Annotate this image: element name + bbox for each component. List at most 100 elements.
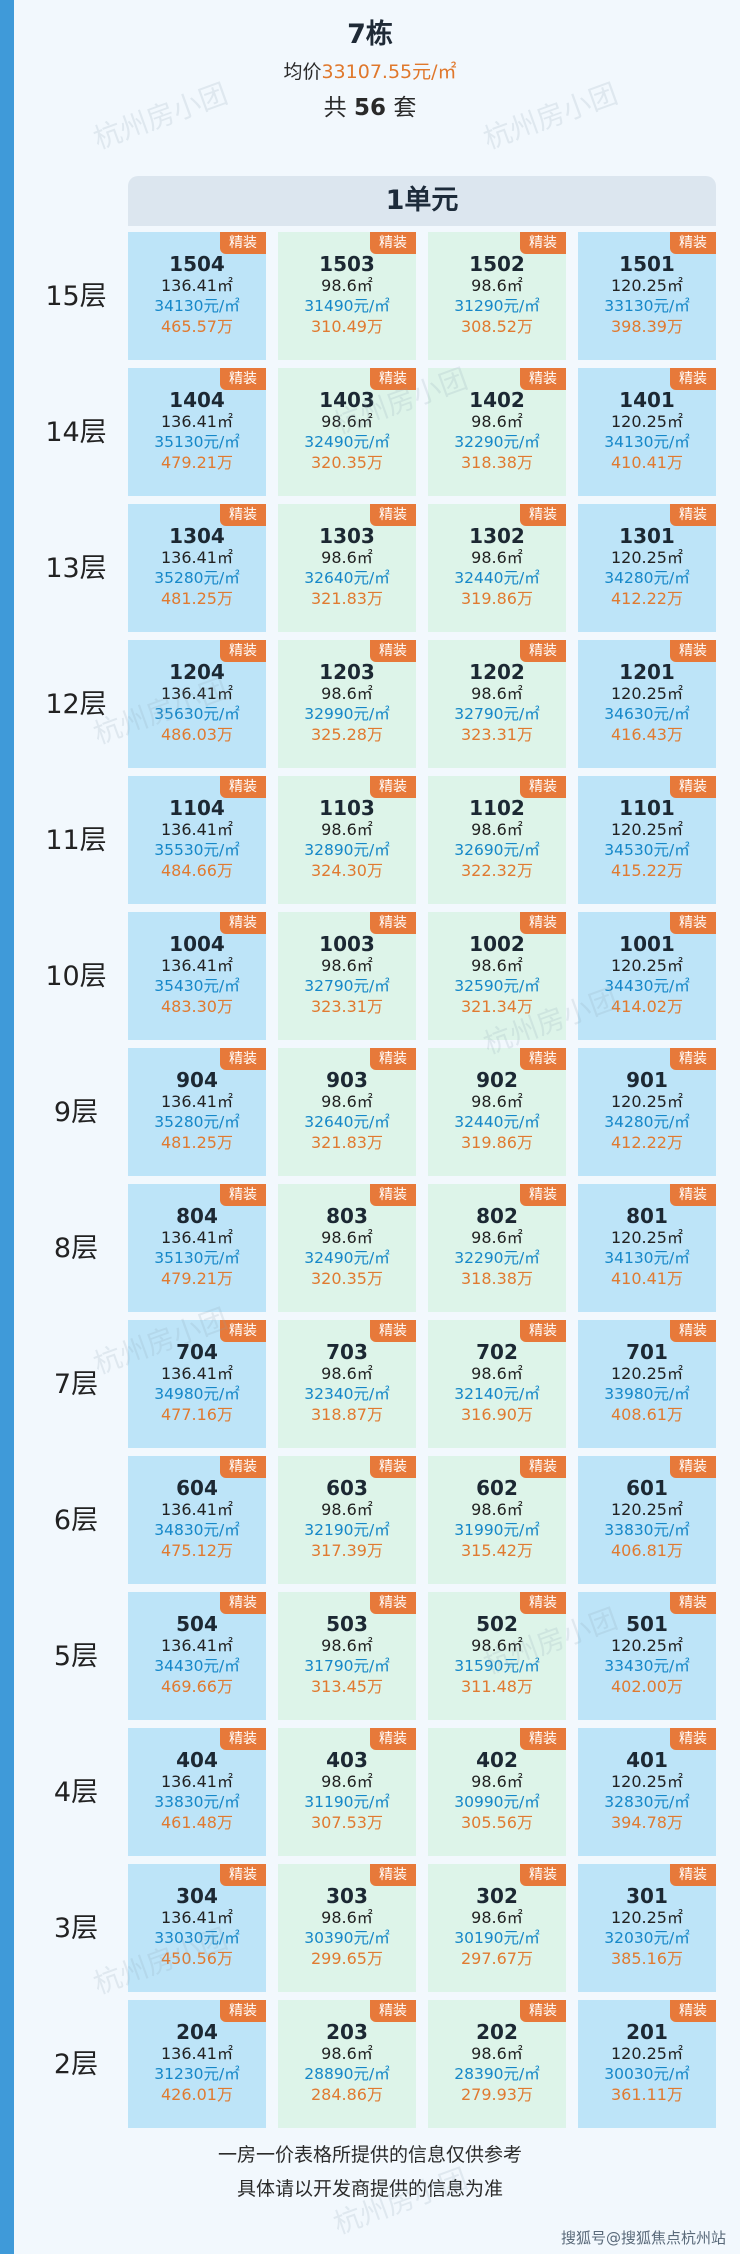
room-number: 304 — [176, 1884, 218, 1908]
unit-cell: 703 98.6㎡ 32340元/㎡ 318.87万 精装 — [278, 1320, 416, 1448]
total-price: 385.16万 — [611, 1949, 683, 1968]
unit-cell: 1501 120.25㎡ 33130元/㎡ 398.39万 精装 — [578, 232, 716, 360]
area: 98.6㎡ — [321, 412, 373, 431]
unit-cell: 1001 120.25㎡ 34430元/㎡ 414.02万 精装 — [578, 912, 716, 1040]
unit-price: 32440元/㎡ — [454, 1113, 540, 1131]
floor-row: 15层 1504 136.41㎡ 34130元/㎡ 465.57万 精装 1503 98.6㎡… — [0, 229, 740, 365]
finish-badge: 精装 — [520, 504, 566, 526]
area: 136.41㎡ — [161, 276, 233, 295]
finish-badge: 精装 — [670, 1184, 716, 1206]
total-price: 321.83万 — [311, 589, 383, 608]
unit-price: 32490元/㎡ — [304, 1249, 390, 1267]
total-price: 317.39万 — [311, 1541, 383, 1560]
area: 136.41㎡ — [161, 2044, 233, 2063]
room-number: 601 — [626, 1476, 668, 1500]
total-price: 479.21万 — [161, 453, 233, 472]
room-number: 201 — [626, 2020, 668, 2044]
unit-price: 32790元/㎡ — [454, 705, 540, 723]
finish-badge: 精装 — [370, 1728, 416, 1750]
area: 98.6㎡ — [471, 820, 523, 839]
unit-price: 31490元/㎡ — [304, 297, 390, 315]
total-price: 323.31万 — [311, 997, 383, 1016]
area: 136.41㎡ — [161, 956, 233, 975]
room-number: 303 — [326, 1884, 368, 1908]
finish-badge: 精装 — [520, 640, 566, 662]
unit-cell: 504 136.41㎡ 34430元/㎡ 469.66万 精装 — [128, 1592, 266, 1720]
unit-cell: 1101 120.25㎡ 34530元/㎡ 415.22万 精装 — [578, 776, 716, 904]
unit-price: 35430元/㎡ — [154, 977, 240, 995]
total-price: 361.11万 — [611, 2085, 683, 2104]
finish-badge: 精装 — [670, 776, 716, 798]
area: 98.6㎡ — [321, 1772, 373, 1791]
area: 98.6㎡ — [471, 1500, 523, 1519]
unit-cell: 603 98.6㎡ 32190元/㎡ 317.39万 精装 — [278, 1456, 416, 1584]
area: 98.6㎡ — [471, 1228, 523, 1247]
area: 120.25㎡ — [611, 1092, 683, 1111]
total-price: 479.21万 — [161, 1269, 233, 1288]
room-number: 1201 — [619, 660, 675, 684]
unit-cell: 204 136.41㎡ 31230元/㎡ 426.01万 精装 — [128, 2000, 266, 2128]
total-price: 465.57万 — [161, 317, 233, 336]
unit-header: 1单元 — [128, 176, 716, 226]
finish-badge: 精装 — [220, 1592, 266, 1614]
room-number: 901 — [626, 1068, 668, 1092]
floor-row: 6层 604 136.41㎡ 34830元/㎡ 475.12万 精装 603 98.6㎡ 321… — [0, 1453, 740, 1589]
finish-badge: 精装 — [220, 368, 266, 390]
unit-cell: 502 98.6㎡ 31590元/㎡ 311.48万 精装 — [428, 1592, 566, 1720]
room-number: 1403 — [319, 388, 375, 412]
unit-cell: 403 98.6㎡ 31190元/㎡ 307.53万 精装 — [278, 1728, 416, 1856]
room-number: 1301 — [619, 524, 675, 548]
area: 98.6㎡ — [321, 548, 373, 567]
room-number: 401 — [626, 1748, 668, 1772]
unit-cell: 1103 98.6㎡ 32890元/㎡ 324.30万 精装 — [278, 776, 416, 904]
room-number: 302 — [476, 1884, 518, 1908]
room-number: 604 — [176, 1476, 218, 1500]
room-number: 1503 — [319, 252, 375, 276]
finish-badge: 精装 — [370, 368, 416, 390]
room-number: 1404 — [169, 388, 225, 412]
finish-badge: 精装 — [370, 1320, 416, 1342]
total-price: 311.48万 — [461, 1677, 533, 1696]
finish-badge: 精装 — [520, 1184, 566, 1206]
finish-badge: 精装 — [670, 504, 716, 526]
area: 98.6㎡ — [471, 1908, 523, 1927]
unit-price: 32440元/㎡ — [454, 569, 540, 587]
finish-badge: 精装 — [370, 640, 416, 662]
room-number: 1502 — [469, 252, 525, 276]
floor-label: 11层 — [45, 825, 107, 856]
area: 98.6㎡ — [471, 1772, 523, 1791]
area: 98.6㎡ — [471, 1092, 523, 1111]
unit-cell: 1204 136.41㎡ 35630元/㎡ 486.03万 精装 — [128, 640, 266, 768]
unit-price: 34280元/㎡ — [604, 569, 690, 587]
page-header: 7栋 均价33107.55元/㎡ 共 56 套 — [0, 18, 740, 124]
room-number: 1101 — [619, 796, 675, 820]
area: 136.41㎡ — [161, 684, 233, 703]
unit-cell: 904 136.41㎡ 35280元/㎡ 481.25万 精装 — [128, 1048, 266, 1176]
total-price: 320.35万 — [311, 1269, 383, 1288]
area: 120.25㎡ — [611, 1908, 683, 1927]
unit-price: 32790元/㎡ — [304, 977, 390, 995]
floor-row: 9层 904 136.41㎡ 35280元/㎡ 481.25万 精装 903 98.6㎡ 326… — [0, 1045, 740, 1181]
total-price: 469.66万 — [161, 1677, 233, 1696]
unit-cell: 1202 98.6㎡ 32790元/㎡ 323.31万 精装 — [428, 640, 566, 768]
area: 98.6㎡ — [471, 412, 523, 431]
total-price: 310.49万 — [311, 317, 383, 336]
unit-price: 32340元/㎡ — [304, 1385, 390, 1403]
room-number: 1102 — [469, 796, 525, 820]
floor-label: 7层 — [53, 1369, 99, 1400]
room-number: 1001 — [619, 932, 675, 956]
unit-cell: 503 98.6㎡ 31790元/㎡ 313.45万 精装 — [278, 1592, 416, 1720]
area: 136.41㎡ — [161, 1908, 233, 1927]
area: 98.6㎡ — [321, 820, 373, 839]
total-price: 318.38万 — [461, 1269, 533, 1288]
unit-cell: 401 120.25㎡ 32830元/㎡ 394.78万 精装 — [578, 1728, 716, 1856]
room-number: 504 — [176, 1612, 218, 1636]
total-price: 325.28万 — [311, 725, 383, 744]
unit-cell: 1402 98.6㎡ 32290元/㎡ 318.38万 精装 — [428, 368, 566, 496]
total-price: 315.42万 — [461, 1541, 533, 1560]
total-price: 484.66万 — [161, 861, 233, 880]
room-number: 1002 — [469, 932, 525, 956]
area: 120.25㎡ — [611, 956, 683, 975]
room-number: 703 — [326, 1340, 368, 1364]
room-number: 301 — [626, 1884, 668, 1908]
